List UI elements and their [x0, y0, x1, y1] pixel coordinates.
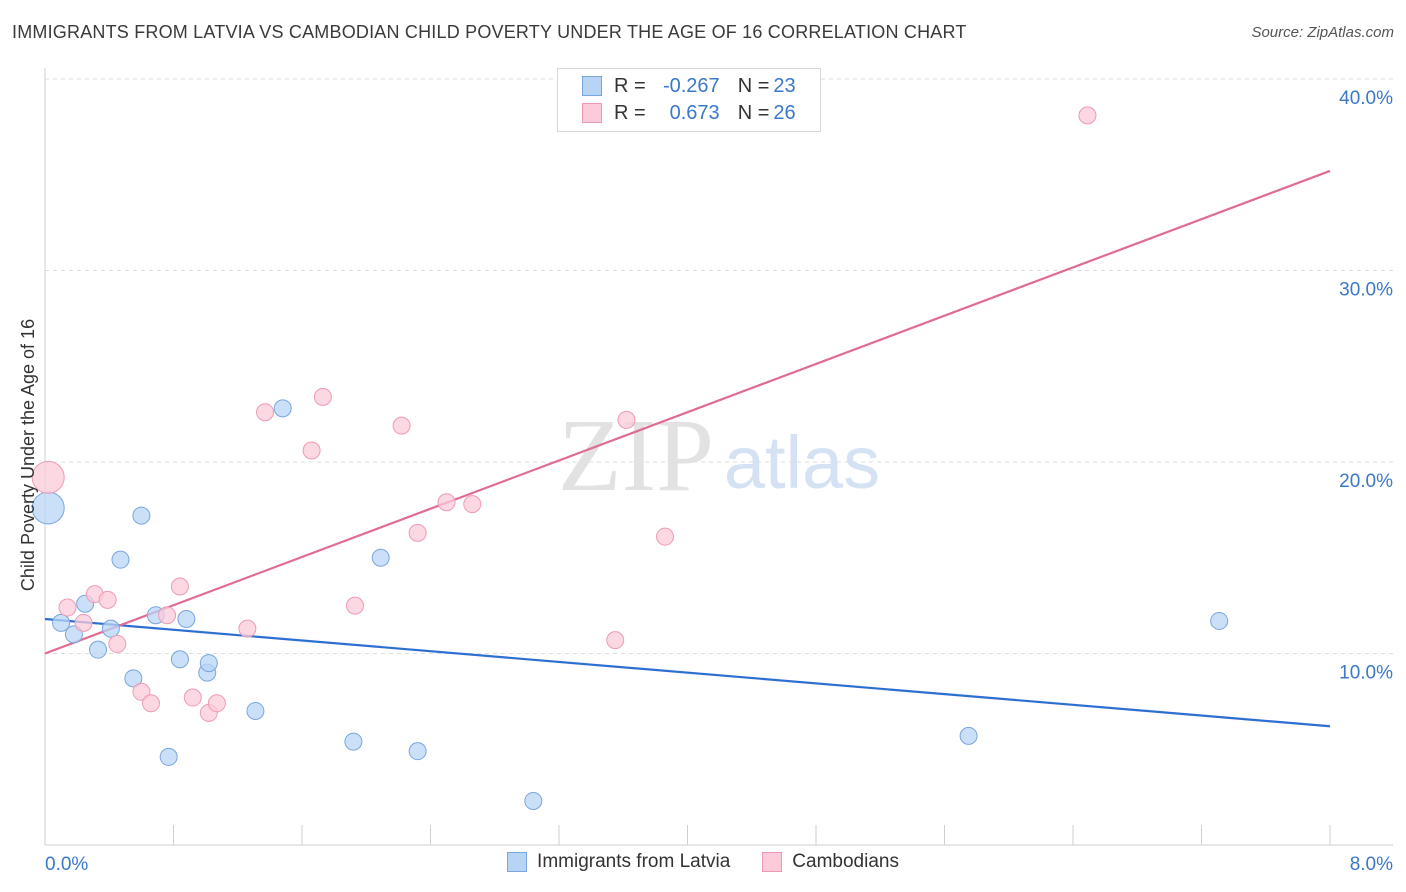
watermark-zip: ZIP	[558, 398, 714, 513]
series-legend: Immigrants from Latvia Cambodians	[0, 851, 1406, 873]
legend-label-latvia: Immigrants from Latvia	[537, 851, 731, 872]
point-latvia	[132, 506, 151, 525]
point-latvia	[101, 619, 120, 638]
legend-label-cambodians: Cambodians	[792, 851, 899, 872]
x-tick-label: 0.0%	[45, 854, 88, 875]
trend-lines	[44, 169, 1331, 728]
point-latvia	[177, 610, 196, 629]
point-cambodians	[408, 523, 427, 542]
legend-n-value: 23	[773, 74, 796, 97]
point-cambodians	[302, 441, 321, 460]
point-cambodians	[170, 577, 189, 596]
point-cambodians	[256, 403, 275, 422]
point-latvia	[64, 625, 83, 644]
point-cambodians	[606, 631, 625, 650]
point-latvia	[199, 654, 218, 673]
legend-n-label: N =	[737, 74, 770, 97]
watermark: ZIP atlas	[558, 398, 880, 513]
legend-swatch-cambodians	[762, 852, 783, 872]
chart-title: IMMIGRANTS FROM LATVIA VS CAMBODIAN CHIL…	[12, 22, 967, 42]
y-tick-label: 30.0%	[1339, 280, 1393, 301]
point-cambodians	[142, 694, 161, 713]
legend-swatch-latvia	[582, 76, 602, 96]
point-latvia	[959, 726, 978, 745]
legend-r-label: R =	[614, 101, 646, 124]
point-cambodians	[158, 606, 177, 625]
legend-r-value: 0.673	[669, 101, 720, 124]
legend-item-latvia[interactable]: Immigrants from Latvia	[507, 851, 730, 873]
y-tick-label: 10.0%	[1339, 663, 1393, 684]
point-cambodians	[207, 694, 226, 713]
point-latvia	[170, 650, 189, 669]
y-tick-label: 20.0%	[1339, 471, 1393, 492]
point-cambodians	[98, 590, 117, 609]
point-cambodians	[58, 598, 77, 617]
legend-swatch-latvia	[507, 852, 528, 872]
point-cambodians	[183, 688, 202, 707]
watermark-atlas: atlas	[724, 421, 880, 504]
point-latvia	[111, 550, 130, 569]
legend-row-cambodians: R = 0.673 N = 26	[582, 101, 796, 125]
legend-swatch-cambodians	[582, 103, 602, 123]
y-tick-label: 40.0%	[1339, 88, 1393, 109]
point-latvia	[1210, 611, 1229, 630]
point-cambodians	[617, 410, 636, 429]
point-latvia	[371, 548, 390, 567]
point-latvia	[52, 613, 71, 632]
point-latvia	[344, 732, 363, 751]
point-latvia	[273, 399, 292, 418]
point-latvia	[246, 701, 265, 720]
point-cambodians	[1078, 106, 1097, 125]
correlation-legend: R = -0.267 N = 23 R = 0.673 N = 26	[557, 68, 821, 132]
point-latvia	[124, 669, 143, 688]
point-cambodians	[108, 634, 127, 653]
point-latvia	[159, 747, 178, 766]
point-cambodians	[437, 493, 456, 512]
data-points	[31, 106, 1229, 810]
source-label: Source: ZipAtlas.com	[1251, 24, 1394, 41]
legend-row-latvia: R = -0.267 N = 23	[582, 74, 796, 98]
tick-labels: 10.0% 20.0% 30.0% 40.0% 0.0% 8.0%	[45, 88, 1393, 875]
point-latvia	[524, 791, 543, 810]
y-axis-label: Child Poverty Under the Age of 16	[18, 319, 38, 591]
point-latvia	[408, 742, 427, 761]
x-tick-label: 8.0%	[1350, 854, 1393, 875]
point-cambodians	[656, 527, 675, 546]
point-latvia	[89, 640, 108, 659]
point-cambodians	[346, 596, 365, 615]
trend-line-latvia	[44, 617, 1331, 728]
point-cambodians	[74, 613, 93, 632]
legend-n-value: 26	[773, 101, 796, 124]
point-cambodians	[313, 387, 332, 406]
point-cambodians	[463, 495, 482, 514]
legend-r-label: R =	[614, 74, 646, 97]
point-cambodians	[31, 460, 65, 494]
legend-r-value: -0.267	[662, 74, 720, 97]
point-cambodians	[392, 416, 411, 435]
trend-line-cambodians	[44, 169, 1331, 655]
legend-n-label: N =	[737, 101, 770, 124]
point-cambodians	[238, 619, 257, 638]
legend-item-cambodians[interactable]: Cambodians	[762, 851, 899, 873]
point-cambodians	[132, 682, 151, 701]
axes	[44, 68, 1393, 846]
gridlines	[45, 78, 1393, 654]
